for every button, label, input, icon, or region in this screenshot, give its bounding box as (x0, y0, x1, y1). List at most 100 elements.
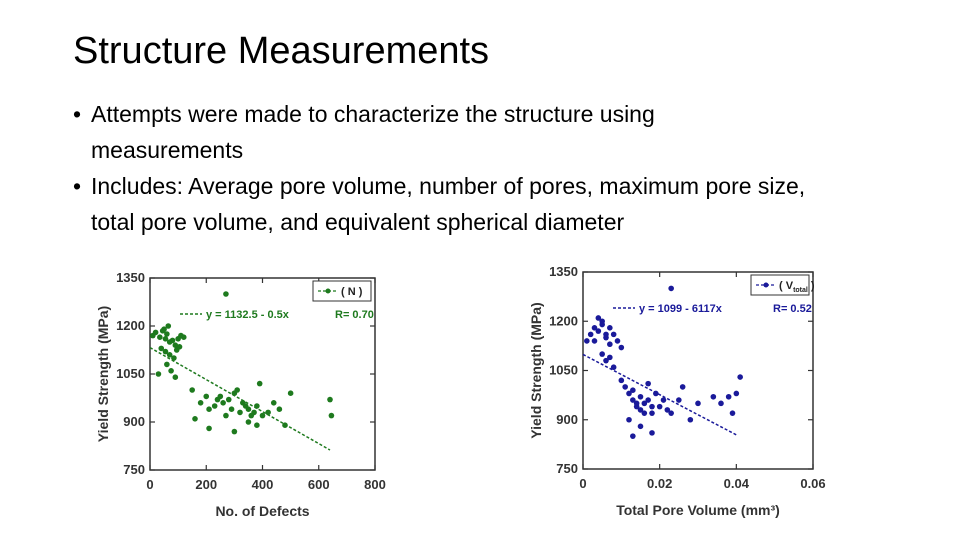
data-point (668, 410, 674, 416)
data-point (211, 403, 218, 409)
data-point (595, 315, 602, 321)
legend-label-subscript: total (793, 287, 808, 294)
fit-equation: y = 1132.5 - 0.5x (206, 309, 290, 321)
legend-marker (325, 288, 331, 294)
data-point (729, 410, 736, 416)
data-point (633, 400, 640, 407)
slide-title: Structure Measurements (73, 30, 490, 72)
data-point (622, 384, 628, 390)
data-point (645, 380, 651, 387)
data-point (220, 400, 226, 406)
data-point (649, 430, 655, 436)
y-tick-label: 750 (123, 462, 145, 477)
plot-frame (582, 271, 814, 470)
data-point (679, 384, 686, 390)
data-point (172, 342, 179, 348)
data-point (192, 416, 198, 422)
legend-marker (763, 282, 769, 288)
data-point (599, 321, 605, 328)
x-tick-label: 0.04 (724, 476, 750, 491)
data-point (223, 412, 229, 419)
data-point (587, 331, 594, 338)
x-tick-label: 800 (364, 477, 386, 492)
data-point (223, 291, 229, 297)
data-point (265, 409, 271, 416)
y-tick-label: 1350 (549, 264, 578, 279)
data-point (626, 390, 632, 397)
data-point (630, 387, 636, 393)
data-point (270, 400, 277, 406)
data-point (626, 416, 632, 423)
y-tick-label: 900 (123, 414, 145, 429)
data-point (158, 345, 165, 352)
data-point (176, 344, 183, 350)
data-point (254, 422, 260, 428)
fit-r-value: R= 0.52 (773, 303, 812, 315)
data-point (234, 387, 240, 393)
y-tick-label: 1050 (549, 363, 578, 378)
data-point (584, 338, 590, 344)
fit-line (582, 353, 737, 436)
data-point (228, 406, 235, 412)
x-tick-label: 600 (308, 477, 330, 492)
data-point (169, 337, 176, 344)
bullet-text: Includes: Average pore volume, number of… (91, 173, 806, 199)
data-point (607, 354, 613, 361)
plot-frame (149, 277, 376, 471)
bullet-text: measurements (91, 137, 244, 163)
data-point (237, 409, 243, 416)
data-point (231, 428, 238, 435)
data-point (676, 397, 682, 403)
data-point (618, 344, 625, 351)
legend-box (312, 280, 372, 302)
defects-scatter-chart: 750 900 1050 1200 1350 0 200 400 600 800 No. of De… (95, 270, 386, 519)
fit-r-value: R= 0.70 (335, 309, 374, 321)
y-tick-label: 1050 (116, 366, 145, 381)
data-point (607, 325, 613, 331)
data-point (225, 396, 232, 403)
fit-line (149, 346, 331, 451)
x-tick-label: 0 (579, 476, 586, 491)
x-tick-label: 0.02 (647, 476, 672, 491)
data-point (180, 334, 187, 340)
data-point (649, 410, 655, 416)
data-point (733, 390, 740, 397)
x-tick-label: 0 (146, 477, 153, 492)
x-tick-label: 0.06 (800, 476, 825, 491)
legend-label-text: ( N ) (341, 286, 363, 298)
data-point (630, 397, 636, 403)
data-point (164, 331, 170, 337)
y-tick-label: 1200 (549, 313, 578, 328)
y-tick-label: 1200 (116, 318, 145, 333)
data-point (206, 425, 212, 432)
bullet-text: Attempts were made to characterize the s… (91, 101, 655, 127)
data-point (695, 400, 701, 407)
y-tick-label: 1350 (116, 270, 145, 285)
data-point (641, 410, 648, 416)
bullet-marker: • (73, 173, 82, 199)
data-point (614, 338, 621, 344)
data-point (254, 403, 260, 409)
data-point (718, 400, 724, 407)
bullet-item: • Includes: Average pore volume, number … (73, 168, 933, 240)
data-point (162, 336, 169, 342)
data-point (171, 355, 177, 361)
data-point (172, 374, 179, 380)
data-point (155, 371, 162, 377)
data-point (737, 374, 743, 380)
data-point (287, 390, 294, 396)
legend-label-text: ( V (779, 280, 794, 292)
y-tick-label: 900 (556, 412, 578, 427)
data-point (637, 393, 644, 400)
data-point (327, 396, 333, 403)
legend-box (750, 274, 810, 296)
data-point (595, 328, 602, 334)
data-point (710, 393, 717, 400)
data-point (217, 393, 224, 400)
data-point (610, 364, 617, 371)
data-point (603, 331, 609, 338)
data-point (251, 409, 257, 416)
x-axis-label: No. of Defects (215, 503, 309, 519)
pore-volume-scatter-chart: 750 900 1050 1200 1350 0 0.02 0.04 0.06 Total Por… (528, 264, 826, 518)
x-tick-label: 200 (195, 477, 217, 492)
